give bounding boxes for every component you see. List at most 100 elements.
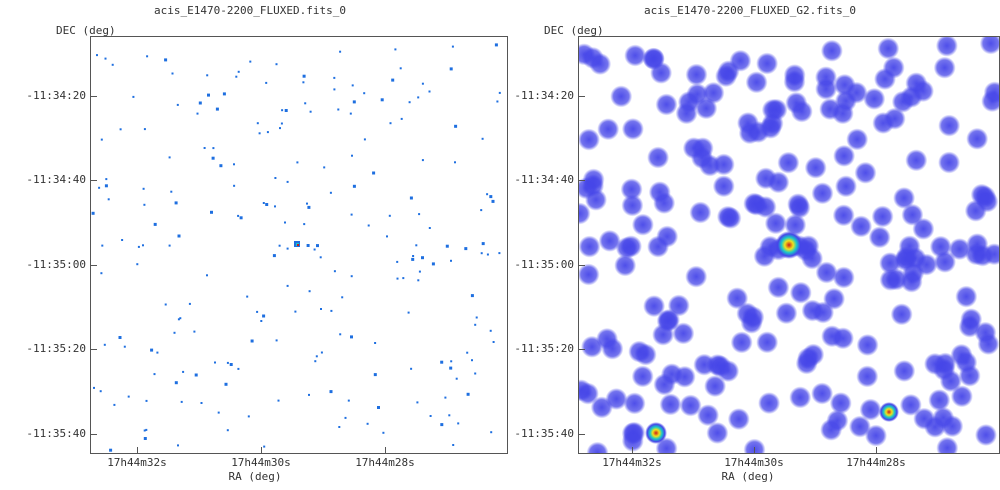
- event-pixel: [418, 270, 421, 273]
- event-pixel: [215, 107, 219, 111]
- event-pixel: [118, 336, 122, 339]
- event-pixel: [329, 191, 332, 194]
- y-tick-mark: [579, 180, 585, 181]
- smoothed-event-blob: [620, 178, 643, 201]
- event-pixel: [142, 187, 145, 190]
- bright-source: [775, 231, 803, 259]
- smoothed-event-blob: [648, 181, 671, 204]
- event-pixel: [107, 198, 110, 201]
- smoothed-event-blob: [882, 56, 905, 79]
- smoothed-event-blob: [893, 187, 916, 209]
- smoothed-event-blob: [900, 85, 923, 108]
- smoothed-event-blob: [631, 213, 654, 236]
- smoothed-event-blob: [811, 182, 834, 205]
- smoothed-event-blob: [871, 205, 894, 228]
- x-tick-label: 17h44m32s: [107, 456, 167, 469]
- smoothed-event-blob: [820, 418, 843, 441]
- event-pixel: [174, 201, 178, 205]
- smoothed-event-blob: [579, 235, 601, 258]
- event-pixel: [373, 373, 377, 377]
- event-pixel: [260, 320, 263, 322]
- y-tick-label: -11:35:40: [514, 427, 574, 440]
- event-pixel: [168, 244, 171, 247]
- event-pixel: [274, 205, 276, 208]
- event-pixel: [143, 128, 146, 131]
- y-tick-mark: [579, 96, 585, 97]
- y-tick-mark: [579, 349, 585, 350]
- x-tick-label: 17h44m28s: [355, 456, 415, 469]
- event-pixel: [111, 63, 114, 66]
- event-pixel: [286, 180, 289, 183]
- event-pixel: [153, 222, 157, 226]
- smoothed-event-blob: [745, 193, 768, 216]
- x-tick-mark: [632, 447, 633, 453]
- event-pixel: [171, 72, 174, 75]
- event-pixel: [222, 92, 226, 96]
- smoothed-event-blob: [832, 204, 855, 227]
- event-pixel: [150, 348, 154, 352]
- smoothed-event-blob: [745, 71, 768, 94]
- smoothed-event-blob: [823, 287, 846, 310]
- event-pixel: [164, 303, 167, 306]
- event-pixel: [109, 448, 113, 452]
- event-pixel: [351, 154, 353, 157]
- event-pixel: [452, 444, 455, 446]
- event-pixel: [449, 67, 453, 71]
- event-pixel: [349, 112, 352, 115]
- smoothed-event-blob: [712, 175, 735, 198]
- event-pixel: [316, 244, 319, 248]
- event-pixel: [146, 55, 149, 58]
- image-frame-smoothed[interactable]: [578, 36, 1000, 454]
- event-pixel: [280, 122, 283, 125]
- event-pixel: [164, 58, 168, 62]
- event-pixel: [308, 290, 311, 293]
- smoothed-event-blob: [789, 281, 812, 304]
- smoothed-event-blob: [845, 81, 868, 104]
- event-pixel: [313, 248, 316, 251]
- y-tick-label: -11:34:20: [514, 89, 574, 102]
- smoothed-event-blob: [621, 118, 644, 140]
- event-pixel: [416, 401, 419, 404]
- event-pixel: [229, 363, 233, 366]
- event-pixel: [219, 164, 223, 168]
- event-pixel: [466, 351, 469, 354]
- event-pixel: [431, 262, 435, 266]
- event-pixel: [408, 101, 411, 104]
- smoothed-event-blob: [777, 151, 800, 174]
- smoothed-event-blob: [586, 441, 609, 453]
- smoothed-event-blob: [848, 415, 871, 438]
- event-pixel: [170, 190, 173, 193]
- event-pixel: [237, 367, 240, 370]
- smoothed-event-blob: [938, 114, 961, 137]
- event-pixel: [250, 339, 254, 343]
- event-pixel: [309, 110, 312, 113]
- smoothed-event-blob: [835, 175, 857, 198]
- y-tick-label: -11:35:40: [26, 427, 86, 440]
- event-pixel: [496, 100, 499, 103]
- smoothed-event-blob: [643, 295, 666, 318]
- smoothed-event-blob: [784, 213, 807, 236]
- event-pixel: [341, 296, 344, 299]
- smoothed-event-blob: [966, 127, 989, 150]
- event-pixel: [239, 216, 243, 220]
- event-pixel: [363, 138, 366, 141]
- event-pixel: [407, 311, 410, 314]
- smoothed-event-blob: [679, 394, 702, 417]
- event-pixel: [145, 399, 148, 402]
- smoothed-event-blob: [863, 87, 886, 110]
- event-pixel: [279, 127, 281, 130]
- event-pixel: [277, 399, 280, 402]
- event-pixel: [440, 360, 444, 364]
- y-tick-label: -11:35:00: [26, 258, 86, 271]
- image-frame-raw[interactable]: [90, 36, 508, 454]
- event-pixel: [256, 310, 259, 313]
- event-pixel: [314, 360, 317, 363]
- event-pixel: [198, 101, 202, 105]
- event-pixel: [143, 429, 146, 432]
- smoothed-event-blob: [704, 375, 727, 398]
- smoothed-event-blob: [756, 331, 779, 354]
- smoothed-event-blob: [743, 438, 766, 453]
- event-pixel: [445, 244, 449, 248]
- x-tick-mark: [754, 447, 755, 453]
- bright-source: [879, 402, 899, 422]
